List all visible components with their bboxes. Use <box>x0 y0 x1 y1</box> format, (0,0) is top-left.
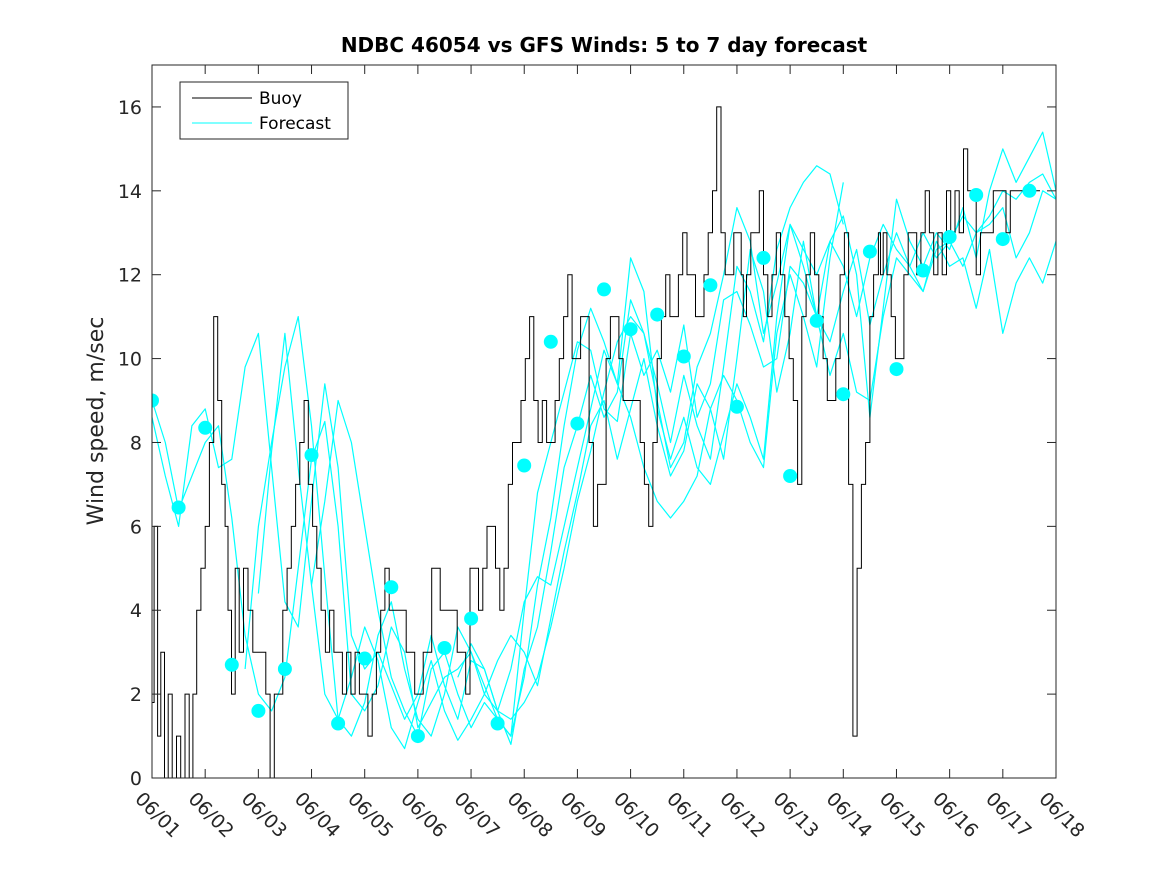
y-tick-label: 4 <box>130 600 142 622</box>
forecast-marker <box>783 469 798 483</box>
forecast-marker <box>676 349 691 364</box>
x-tick-label: 06/08 <box>503 788 557 842</box>
legend-forecast-label: Forecast <box>259 114 331 134</box>
forecast-marker <box>251 703 266 718</box>
y-tick-label: 0 <box>130 768 142 790</box>
axes-box <box>151 64 1057 779</box>
x-tick-label: 06/11 <box>662 788 716 842</box>
x-tick-label: 06/10 <box>609 788 663 842</box>
x-tick-label: 06/16 <box>928 788 982 842</box>
forecast-marker <box>517 458 532 473</box>
y-tick-label: 12 <box>118 265 142 287</box>
forecast-marker <box>198 420 213 435</box>
y-tick-label: 2 <box>130 684 142 706</box>
y-tick-label: 6 <box>130 516 142 538</box>
x-tick-label: 06/14 <box>822 788 876 842</box>
forecast-line-6 <box>457 131 1056 720</box>
forecast-marker <box>995 232 1010 247</box>
forecast-marker <box>171 500 186 515</box>
y-tick-label: 14 <box>118 181 142 203</box>
forecast-marker <box>357 651 372 666</box>
legend-buoy-label: Buoy <box>259 89 302 109</box>
y-tick-label: 8 <box>130 432 142 454</box>
x-tick-label: 06/18 <box>1034 788 1088 842</box>
forecast-marker <box>464 611 479 626</box>
forecast-line-5 <box>244 182 844 737</box>
x-tick-label: 06/05 <box>343 788 397 842</box>
x-tick-label: 06/17 <box>981 788 1035 842</box>
x-tick-label: 06/01 <box>130 788 184 842</box>
y-tick-label: 10 <box>118 349 142 371</box>
buoy-series <box>152 106 1040 778</box>
x-tick-label: 06/06 <box>396 788 450 842</box>
forecast-marker <box>152 393 159 408</box>
forecast-marker <box>756 250 771 265</box>
forecast-marker <box>331 716 346 731</box>
forecast-markers <box>152 183 1037 744</box>
forecast-marker <box>224 657 239 672</box>
y-tick-label: 16 <box>118 97 142 119</box>
x-tick-label: 06/04 <box>290 788 344 842</box>
forecast-marker <box>543 334 558 349</box>
x-tick-label: 06/12 <box>715 788 769 842</box>
forecast-marker <box>836 387 851 402</box>
forecast-marker <box>1022 183 1037 198</box>
forecast-marker <box>862 244 877 259</box>
forecast-line-1 <box>152 190 1056 737</box>
forecast-marker <box>437 641 452 655</box>
y-axis: 0 2 4 6 8 10 12 14 16 <box>118 97 1056 790</box>
forecast-line-4 <box>310 232 1056 750</box>
forecast-marker <box>703 278 718 293</box>
forecast-marker <box>304 448 319 463</box>
forecast-marker <box>277 662 292 676</box>
forecast-marker <box>969 188 984 202</box>
forecast-marker <box>490 716 505 731</box>
forecast-marker <box>650 307 665 322</box>
forecast-marker <box>916 263 931 278</box>
buoy-line <box>152 106 1040 778</box>
forecast-marker <box>384 580 399 595</box>
x-tick-label: 06/13 <box>769 788 823 842</box>
legend: Buoy Forecast <box>179 81 349 140</box>
forecast-marker <box>729 399 744 414</box>
x-tick-label: 06/03 <box>237 788 291 842</box>
legend-box <box>179 81 349 140</box>
forecast-marker <box>570 416 585 431</box>
x-tick-label: 06/07 <box>450 788 504 842</box>
y-axis-label: Wind speed, m/sec <box>84 317 109 526</box>
forecast-marker <box>942 230 957 244</box>
forecast-marker <box>623 322 638 337</box>
forecast-marker <box>809 313 824 328</box>
forecast-marker <box>410 729 425 744</box>
x-tick-label: 06/09 <box>556 788 610 842</box>
x-tick-label: 06/15 <box>875 788 929 842</box>
forecast-marker <box>889 362 904 377</box>
plot-layers <box>152 106 1056 778</box>
x-tick-label: 06/02 <box>184 788 238 842</box>
forecast-marker <box>597 282 611 297</box>
chart-title: NDBC 46054 vs GFS Winds: 5 to 7 day fore… <box>341 33 868 57</box>
plot-area <box>152 65 1056 778</box>
